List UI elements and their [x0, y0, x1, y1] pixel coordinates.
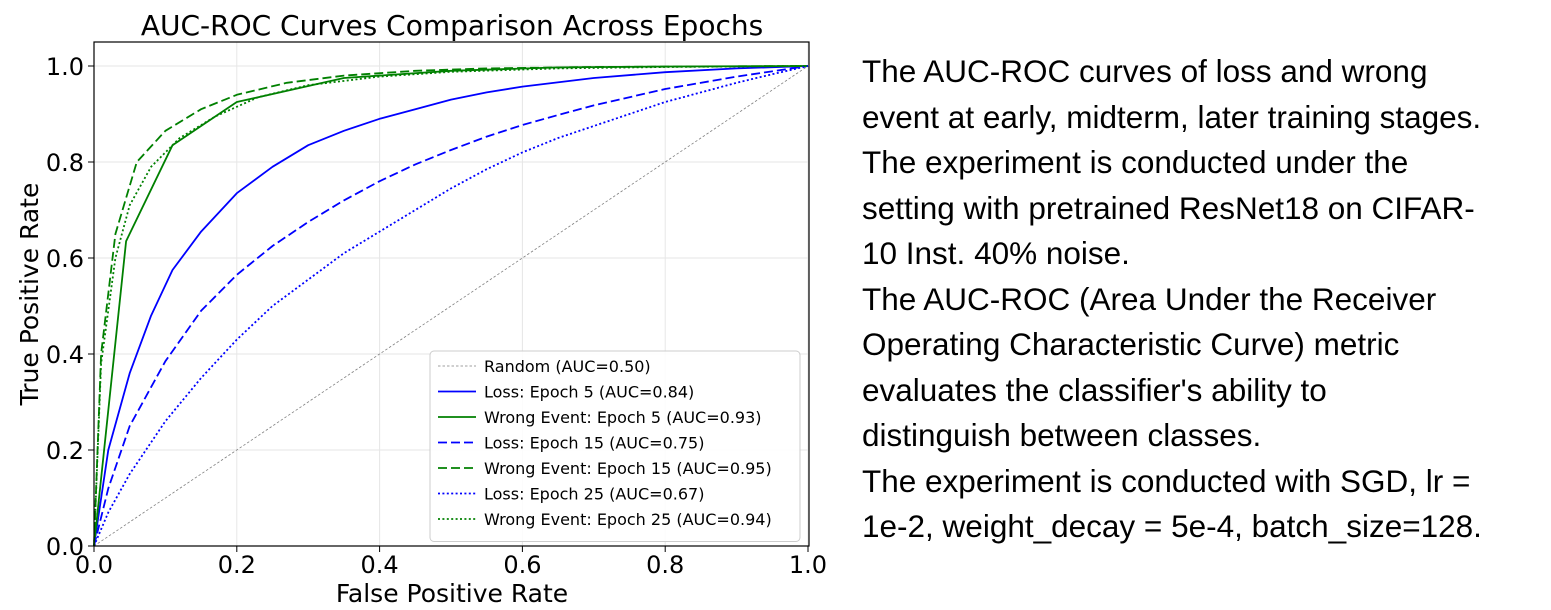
legend-box [429, 350, 801, 542]
legend: Random (AUC=0.50) Loss: Epoch 5 (AUC=0.84… [429, 350, 801, 542]
x-tick-label: 0.8 [646, 551, 684, 579]
chart-title: AUC-ROC Curves Comparison Across Epochs [141, 9, 763, 42]
legend-entry: Loss: Epoch 15 (AUC=0.75) [484, 434, 704, 453]
caption-line: The experiment is conducted under the [862, 144, 1409, 180]
y-tick-label: 0.0 [46, 533, 84, 561]
caption-line: event at early, midterm, later training … [862, 98, 1482, 135]
caption-line: setting with pretrained ResNet18 on CIFA… [862, 189, 1475, 226]
roc-curve [93, 65, 809, 547]
roc-chart: AUC-ROC Curves Comparison Across Epochs … [15, 9, 827, 608]
y-tick-label: 0.6 [46, 245, 84, 273]
y-tick-label: 0.4 [46, 341, 84, 369]
caption-line: The AUC-ROC curves of loss and wrong [862, 53, 1428, 89]
roc-curve [93, 65, 809, 547]
caption-text: The AUC-ROC curves of loss and wrong eve… [862, 49, 1542, 550]
x-tick-label: 0.6 [503, 551, 541, 579]
x-tick-label: 1.0 [789, 551, 827, 579]
y-tick-label: 1.0 [46, 53, 84, 81]
legend-entry: Wrong Event: Epoch 25 (AUC=0.94) [484, 510, 772, 529]
caption-line: 1e-2, weight_decay = 5e-4, batch_size=12… [862, 508, 1482, 544]
roc-curve [93, 65, 809, 547]
axis-ticks: 0.0 0.2 0.4 0.6 0.8 1.0 0.0 0.2 0.4 0.6 0.8 1.0 [46, 53, 827, 579]
y-tick-label: 0.2 [46, 437, 84, 465]
legend-entry: Wrong Event: Epoch 5 (AUC=0.93) [484, 408, 762, 427]
curves [93, 65, 809, 547]
caption-line: The experiment is conducted with SGD, lr… [862, 462, 1471, 499]
plot-area-frame [93, 41, 810, 547]
y-axis-label: True Positive Rate [15, 183, 44, 407]
x-axis-label: False Positive Rate [336, 579, 568, 608]
x-tick-label: 0.4 [361, 551, 399, 579]
x-tick-label: 0.0 [75, 551, 113, 579]
caption-line: 10 Inst. 40% noise. [862, 235, 1130, 271]
x-tick-label: 0.2 [218, 551, 256, 579]
caption-line: Operating Characteristic Curve) metric [862, 326, 1400, 362]
roc-curve [93, 65, 809, 547]
caption-line: The AUC-ROC (Area Under the Receiver [862, 280, 1437, 317]
roc-curve [93, 65, 809, 547]
legend-entry: Random (AUC=0.50) [484, 357, 651, 376]
y-tick-label: 0.8 [46, 149, 84, 177]
roc-curve [93, 65, 809, 547]
legend-entry: Loss: Epoch 5 (AUC=0.84) [484, 383, 694, 402]
legend-entry: Wrong Event: Epoch 15 (AUC=0.95) [484, 459, 772, 478]
legend-entry: Loss: Epoch 25 (AUC=0.67) [484, 485, 704, 504]
caption-line: evaluates the classifier's ability to [862, 371, 1327, 408]
caption-line: distinguish between classes. [862, 417, 1262, 453]
